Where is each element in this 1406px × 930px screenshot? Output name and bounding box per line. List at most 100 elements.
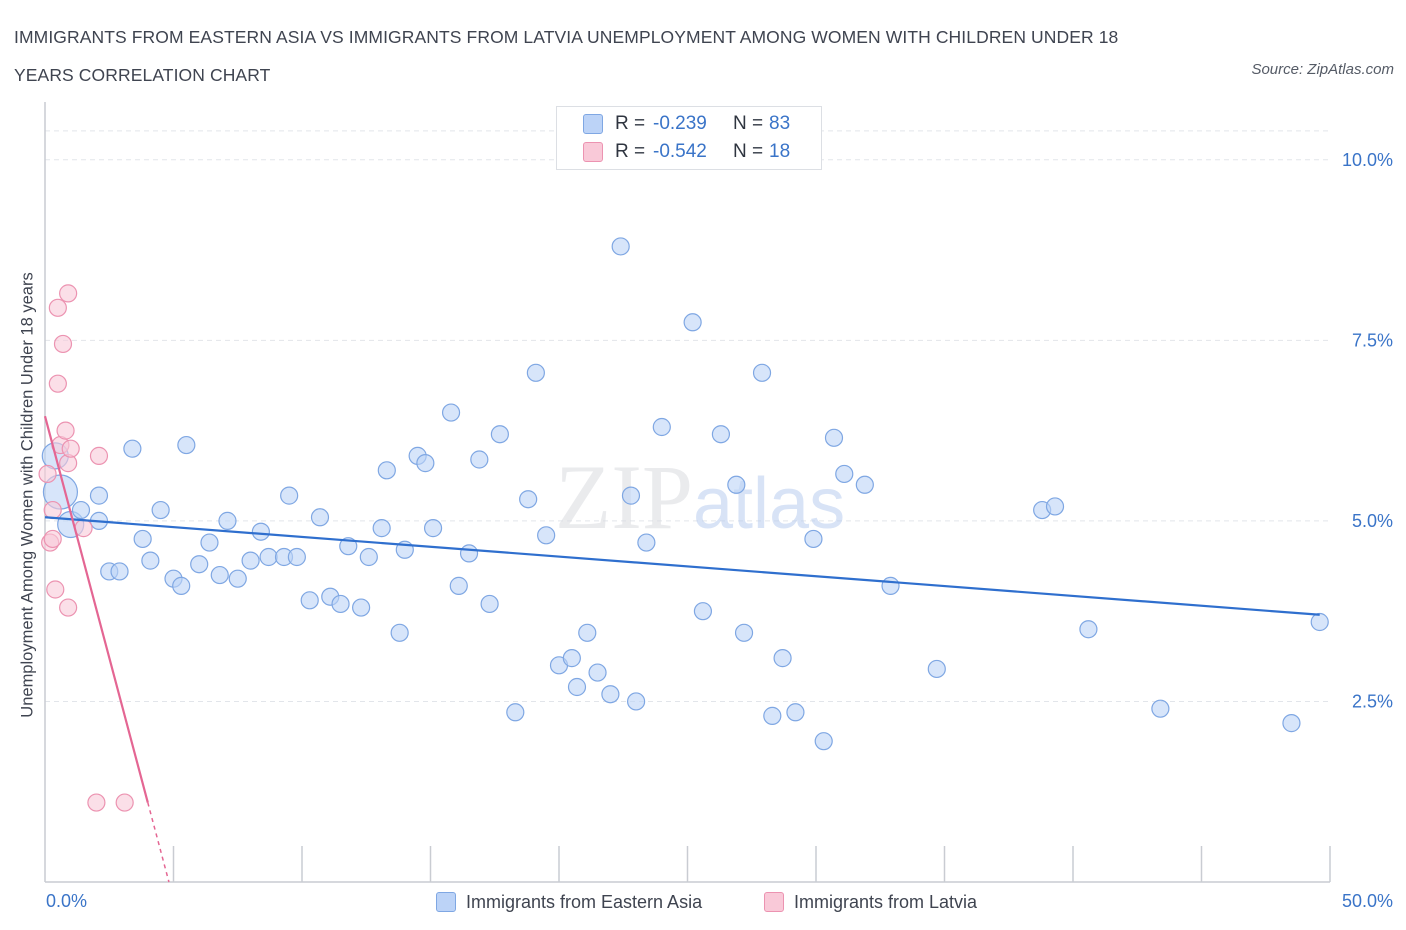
eastern-asia-point (339, 537, 358, 556)
eastern-asia-point (490, 425, 509, 444)
eastern-asia-point (562, 649, 581, 668)
latvia-point (43, 500, 62, 520)
eastern-asia-point (881, 576, 900, 595)
eastern-asia-point (151, 500, 170, 520)
eastern-asia-point (210, 565, 229, 585)
eastern-asia-point (480, 594, 499, 614)
latvia-point (48, 374, 67, 393)
latvia-point (48, 298, 67, 317)
eastern-asia-point (190, 555, 209, 574)
r-label: R = (615, 113, 646, 134)
eastern-asia-point (200, 533, 219, 552)
eastern-asia-point (567, 677, 587, 697)
latvia-point (43, 529, 62, 549)
eastern-asia-point (626, 692, 646, 711)
eastern-asia-trendline (44, 516, 1320, 616)
series-legend: Immigrants from Eastern Asia Immigrants … (0, 889, 1406, 915)
eastern-asia-legend-swatch (436, 892, 456, 912)
source-label: Source: ZipAtlas.com (1251, 61, 1394, 78)
title-line-2: YEARS CORRELATION CHART (14, 65, 271, 85)
latvia-point (38, 464, 57, 484)
eastern-asia-point (727, 475, 746, 494)
legend-item-latvia[interactable]: Immigrants from Latvia (764, 889, 977, 915)
r-value: -0.542 (653, 141, 707, 162)
eastern-asia-point (372, 519, 391, 538)
watermark: ZIPatlas (555, 446, 845, 548)
latvia-trendline (43, 415, 149, 803)
eastern-asia-point (416, 454, 435, 473)
eastern-asia-point (588, 663, 607, 682)
eastern-asia-point (110, 562, 129, 581)
eastern-asia-point (519, 490, 538, 509)
eastern-asia-point (711, 425, 731, 444)
eastern-asia-point (855, 475, 874, 494)
eastern-asia-point (331, 594, 350, 614)
eastern-asia-point (621, 486, 641, 505)
legend-label: Immigrants from Eastern Asia (466, 891, 703, 912)
eastern-asia-point (390, 623, 409, 642)
eastern-asia-point (835, 464, 854, 484)
correlation-legend: R = -0.239 N = 83 R = -0.542 N = 18 (556, 106, 822, 170)
y-tick-label: 2.5% (1352, 691, 1393, 711)
n-label: N = (733, 141, 764, 162)
legend-label: Immigrants from Latvia (794, 891, 978, 912)
eastern-asia-point (773, 649, 792, 668)
eastern-asia-point (927, 659, 946, 679)
eastern-asia-point (228, 569, 247, 588)
eastern-asia-point (441, 403, 461, 422)
eastern-asia-point (734, 623, 754, 642)
latvia-point (74, 519, 93, 538)
eastern-asia-point (123, 439, 142, 458)
eastern-asia-point (752, 363, 772, 382)
eastern-asia-point (287, 547, 306, 567)
eastern-asia-point (786, 703, 805, 722)
eastern-asia-point (652, 417, 671, 437)
latvia-point (46, 580, 65, 599)
eastern-asia-point (1079, 620, 1098, 639)
latvia-point (61, 439, 80, 458)
eastern-asia-point (259, 547, 278, 567)
latvia-legend-swatch (764, 892, 784, 912)
y-tick-label: 7.5% (1352, 330, 1393, 350)
eastern-asia-point (578, 623, 597, 642)
latvia-point (87, 793, 106, 812)
eastern-asia-point (683, 313, 702, 332)
eastern-asia-point (280, 486, 299, 505)
eastern-asia-point (526, 363, 545, 382)
eastern-asia-point (611, 237, 630, 256)
latvia-point (56, 421, 75, 440)
eastern-asia-swatch (583, 114, 603, 134)
eastern-asia-point (459, 544, 479, 563)
eastern-asia-point (377, 461, 396, 480)
eastern-asia-point (177, 435, 196, 455)
latvia-point (89, 446, 109, 465)
n-label: N = (733, 113, 764, 134)
legend-row-eastern-asia: R = -0.239 N = 83 (583, 111, 790, 137)
eastern-asia-point (763, 706, 782, 725)
n-value: 18 (769, 141, 791, 162)
eastern-asia-point (804, 529, 823, 549)
legend-item-eastern-asia[interactable]: Immigrants from Eastern Asia (436, 889, 702, 915)
eastern-asia-point (449, 576, 468, 595)
n-value: 83 (769, 113, 791, 134)
title-line-1: IMMIGRANTS FROM EASTERN ASIA VS IMMIGRAN… (14, 27, 1119, 47)
eastern-asia-point (300, 591, 319, 610)
eastern-asia-point (693, 602, 713, 621)
latvia-swatch (583, 142, 603, 162)
eastern-asia-point (71, 500, 91, 520)
latvia-point (59, 284, 78, 303)
eastern-asia-point (824, 428, 844, 447)
r-label: R = (615, 141, 646, 162)
eastern-asia-point (537, 526, 556, 545)
eastern-asia-point (423, 519, 443, 538)
y-tick-label: 5.0% (1352, 511, 1393, 531)
eastern-asia-point (89, 486, 109, 505)
latvia-point (53, 334, 73, 354)
eastern-asia-point (814, 732, 833, 751)
eastern-asia-point (218, 511, 237, 530)
eastern-asia-point (601, 685, 620, 704)
latvia-point (115, 793, 134, 812)
eastern-asia-point (172, 576, 191, 595)
eastern-asia-point (141, 551, 160, 570)
r-value: -0.239 (653, 113, 707, 134)
